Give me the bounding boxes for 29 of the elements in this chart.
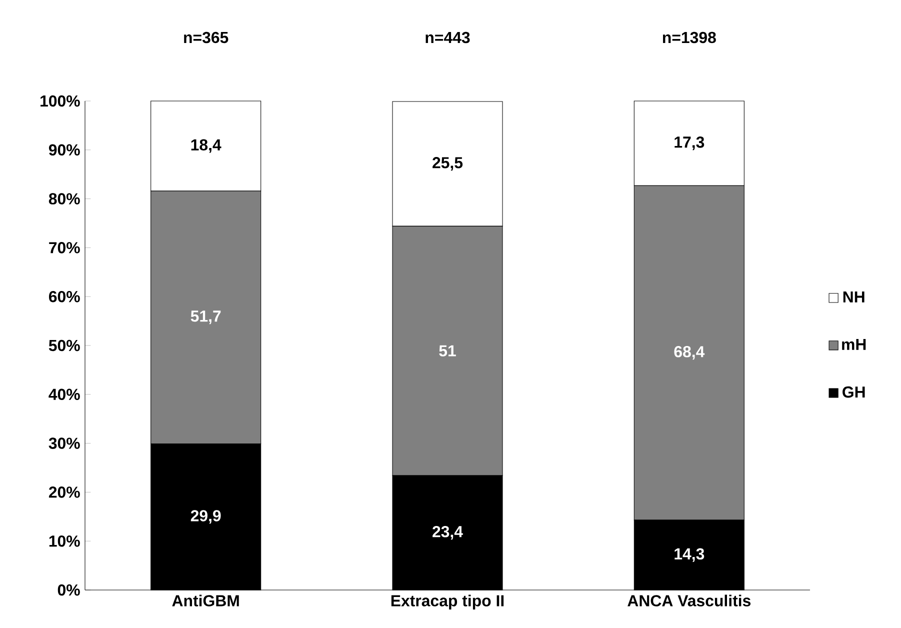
data-label: 23,4 — [432, 526, 463, 540]
data-label: 17,3 — [674, 136, 704, 150]
data-label: 51 — [439, 345, 456, 356]
text: n=365 — [184, 32, 228, 44]
legend-label: NH — [843, 291, 864, 302]
x-tick-label: AntiGBM — [172, 594, 239, 606]
x-tick-label: ANCA Vasculitis — [628, 594, 751, 606]
y-tick-label: 20% — [48, 486, 80, 498]
data-label: 14,3 — [674, 548, 704, 562]
data-label: 51,7 — [190, 310, 221, 324]
y-tick-label: 60% — [48, 290, 80, 302]
y-tick-label: 0% — [58, 584, 80, 596]
y-tick-label: 80% — [48, 193, 80, 204]
y-tick-label: 40% — [48, 388, 80, 400]
y-tick-label: 90% — [48, 144, 80, 156]
data-label: 18,4 — [191, 139, 222, 153]
text: n=1398 — [662, 32, 716, 44]
y-tick-label: 70% — [49, 242, 80, 254]
y-tick-label: 30% — [48, 438, 80, 449]
text: n=443 — [426, 32, 470, 44]
data-label: 68,4 — [674, 346, 705, 360]
y-tick-label: 50% — [48, 340, 80, 352]
data-label: 25,5 — [432, 157, 463, 171]
x-tick-label: Extracap tipo II — [391, 594, 504, 610]
legend-label: GH — [842, 386, 865, 398]
data-label: 29,9 — [190, 510, 221, 524]
legend-label: mH — [842, 338, 866, 350]
y-tick-label: 10% — [49, 535, 80, 547]
y-tick-label: 100% — [40, 95, 80, 107]
